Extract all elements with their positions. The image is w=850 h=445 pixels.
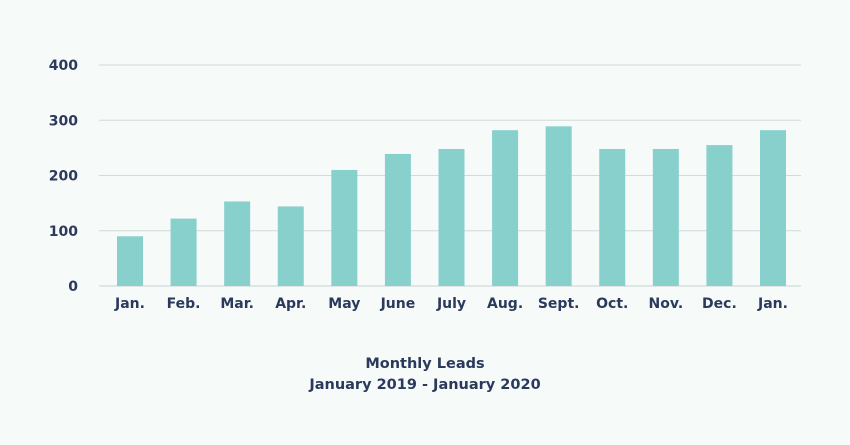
bar-0 [117, 236, 143, 286]
y-tick-label: 200 [49, 169, 78, 185]
chart-title: Monthly Leads [365, 356, 485, 372]
bar-5 [384, 153, 411, 286]
x-tick-label: Dec. [702, 296, 737, 312]
x-tick-label: Nov. [649, 296, 684, 312]
y-tick-label: 300 [49, 113, 78, 129]
bar-11 [706, 145, 733, 286]
chart-caption: Monthly Leads January 2019 - January 202… [0, 354, 850, 396]
bar-2 [224, 201, 251, 286]
bars [117, 126, 786, 286]
x-tick-label: Aug. [487, 296, 523, 312]
x-tick-label: Apr. [275, 296, 306, 312]
bar-1 [170, 218, 197, 286]
bar-6 [438, 148, 465, 286]
x-tick-label: Sept. [538, 296, 580, 312]
y-tick-label: 400 [49, 58, 78, 74]
bar-4 [331, 169, 358, 286]
bar-12 [760, 130, 786, 286]
x-tick-label: Oct. [596, 296, 628, 312]
x-tick-label: May [328, 296, 360, 312]
x-tick-label: June [380, 296, 416, 312]
x-tick-label: Feb. [167, 296, 201, 312]
bar-8 [545, 126, 572, 286]
bar-9 [599, 148, 626, 286]
x-axis-ticks: Jan. Feb. Mar. Apr. May June July Aug. Sept. Oct.… [114, 296, 788, 312]
chart-subtitle: January 2019 - January 2020 [309, 377, 541, 393]
x-tick-label: Jan. [114, 296, 145, 312]
bar-10 [652, 148, 679, 286]
x-tick-label: July [436, 296, 466, 312]
y-tick-label: 100 [49, 224, 78, 240]
bar-7 [492, 130, 519, 286]
x-tick-label: Jan. [757, 296, 788, 312]
y-axis-ticks: 0 100 200 300 400 [49, 58, 78, 295]
bar-3 [277, 206, 304, 286]
x-tick-label: Mar. [220, 296, 254, 312]
y-tick-label: 0 [68, 279, 78, 295]
